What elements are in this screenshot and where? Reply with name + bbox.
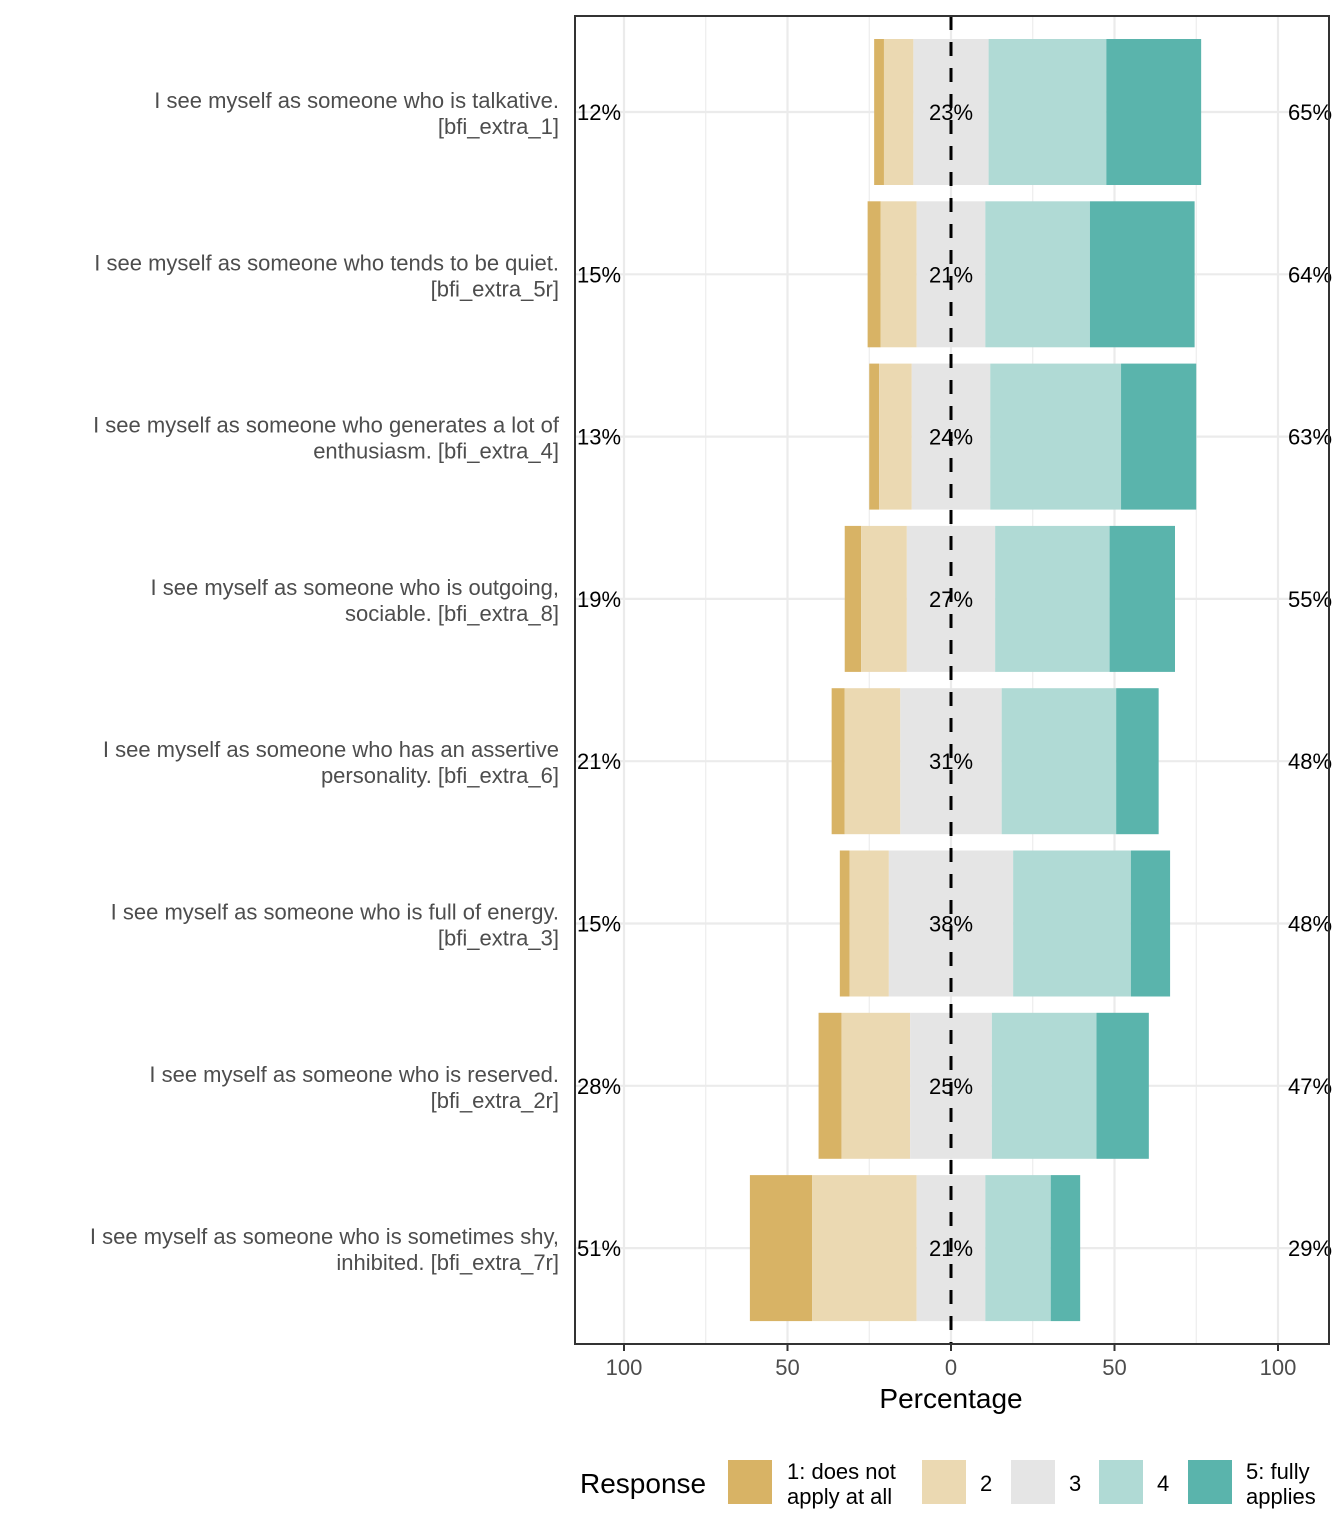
bar-segment-row8-level1 [749, 1175, 813, 1322]
bar-segment-row4-level4 [995, 525, 1110, 672]
left-percent-label: 15% [577, 912, 621, 937]
legend-label-5: 5: fully applies [1246, 1459, 1316, 1509]
bar-segment-row2-level4 [985, 201, 1090, 348]
bar-segment-row1-level1 [874, 39, 884, 185]
left-percent-label: 21% [577, 749, 621, 774]
legend-label-1: 1: does not apply at all [787, 1459, 896, 1509]
bar-segment-row6-level2 [849, 850, 889, 997]
left-percent-label: 19% [577, 587, 621, 612]
item-label: I see myself as someone who is outgoing,… [151, 575, 559, 626]
bar-segment-row7-level5 [1096, 1012, 1149, 1159]
right-percent-label: 64% [1288, 262, 1332, 287]
bar-segment-row7-level4 [991, 1012, 1097, 1159]
legend-key-5 [1188, 1460, 1232, 1504]
bar-segment-row5-level5 [1116, 688, 1159, 835]
bar-segment-row6-level1 [839, 850, 850, 997]
right-percent-label: 48% [1288, 749, 1332, 774]
bar-segment-row6-level5 [1130, 850, 1171, 997]
item-label: I see myself as someone who tends to be … [94, 250, 559, 301]
x-tick-label: 100 [606, 1355, 643, 1380]
item-label: I see myself as someone who is reserved.… [149, 1062, 559, 1113]
item-label: I see myself as someone who is talkative… [154, 88, 559, 139]
bar-segment-row1-level4 [988, 39, 1107, 185]
bar-segment-row4-level2 [861, 525, 907, 672]
bar-segment-row4-level1 [844, 525, 862, 672]
bar-segment-row1-level2 [883, 39, 914, 185]
right-percent-label: 29% [1288, 1236, 1332, 1261]
x-tick-label: 100 [1260, 1355, 1297, 1380]
bar-segment-row5-level1 [831, 688, 845, 835]
bar-segment-row7-level2 [841, 1012, 911, 1159]
legend-label-4: 4 [1157, 1471, 1169, 1496]
bar-segment-row1-level3 [913, 39, 989, 185]
bar-segment-row4-level5 [1109, 525, 1175, 672]
bar-segment-row2-level1 [867, 201, 881, 348]
center-percent-label: 23% [929, 100, 973, 125]
center-percent-label: 25% [929, 1074, 973, 1099]
legend-key-4 [1099, 1460, 1143, 1504]
center-percent-label: 24% [929, 425, 973, 450]
x-axis-title: Percentage [879, 1383, 1022, 1414]
legend-key-3 [1011, 1460, 1055, 1504]
legend-label-2: 2 [980, 1471, 992, 1496]
left-percent-label: 12% [577, 100, 621, 125]
center-percent-label: 21% [929, 262, 973, 287]
bar-segment-row8-level5 [1050, 1175, 1081, 1322]
legend-key-2 [922, 1460, 966, 1504]
item-label: I see myself as someone who generates a … [93, 413, 560, 464]
legend-key-1 [728, 1460, 772, 1504]
legend-label-3: 3 [1069, 1471, 1081, 1496]
x-axis-ticks: 100 50 0 50 100 [606, 1344, 1297, 1380]
percent-labels: 12% 23% 65% 15% 21% 64% 13% 24% 63% 19% 27% 55% 21% 3… [577, 100, 1332, 1261]
right-percent-label: 63% [1288, 425, 1332, 450]
center-percent-label: 21% [929, 1236, 973, 1261]
bar-segment-row6-level4 [1013, 850, 1131, 997]
bar-segment-row8-level2 [812, 1175, 917, 1322]
right-percent-label: 48% [1288, 912, 1332, 937]
bar-segment-row8-level4 [985, 1175, 1051, 1322]
bar-segment-row3-level1 [869, 363, 880, 510]
bar-segment-row3-level2 [879, 363, 912, 510]
right-percent-label: 47% [1288, 1074, 1332, 1099]
right-percent-label: 55% [1288, 587, 1332, 612]
bar-segment-row3-level5 [1121, 363, 1197, 510]
x-tick-label: 0 [945, 1355, 957, 1380]
x-tick-label: 50 [775, 1355, 799, 1380]
bar-segment-row2-level2 [880, 201, 917, 348]
item-label: I see myself as someone who is sometimes… [90, 1224, 559, 1275]
item-label: I see myself as someone who has an asser… [103, 737, 559, 788]
left-percent-label: 51% [577, 1236, 621, 1261]
bar-segment-row2-level5 [1089, 201, 1195, 348]
left-percent-label: 13% [577, 425, 621, 450]
bar-segment-row5-level4 [1001, 688, 1117, 835]
bar-segment-row5-level2 [844, 688, 901, 835]
x-tick-label: 50 [1102, 1355, 1126, 1380]
right-percent-label: 65% [1288, 100, 1332, 125]
center-percent-label: 31% [929, 749, 973, 774]
left-percent-label: 15% [577, 262, 621, 287]
item-label: I see myself as someone who is full of e… [111, 900, 559, 951]
bar-segment-row7-level1 [818, 1012, 842, 1159]
center-percent-label: 27% [929, 587, 973, 612]
left-percent-label: 28% [577, 1074, 621, 1099]
legend-title: Response [580, 1468, 706, 1499]
item-labels: I see myself as someone who is talkative… [90, 88, 560, 1275]
bar-segment-row3-level4 [990, 363, 1122, 510]
legend: Response 1: does not apply at all 2 3 4 5: fu… [580, 1459, 1316, 1509]
center-percent-label: 38% [929, 912, 973, 937]
bar-segment-row1-level5 [1106, 39, 1202, 185]
